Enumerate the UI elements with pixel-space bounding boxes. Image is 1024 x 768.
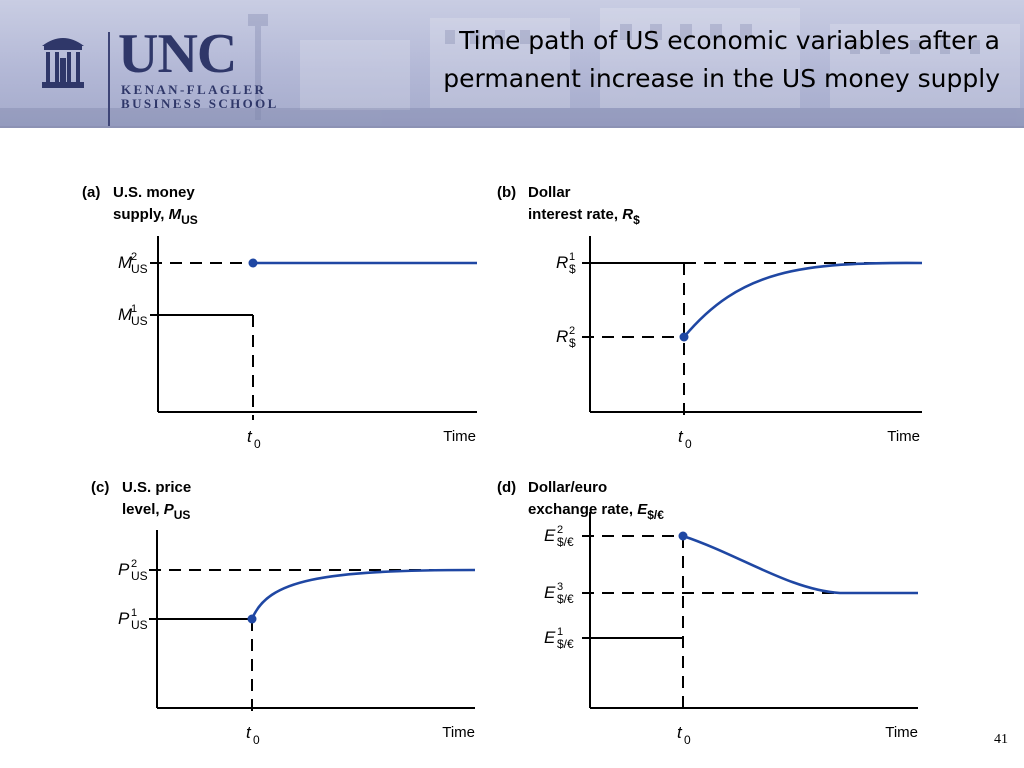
panel-d-x-axis-label: Time	[885, 724, 918, 741]
panel-d-overshoot-point	[678, 531, 688, 541]
panel-a-level-m2-label-sub: US	[131, 262, 148, 276]
panel-b-level-r1-label: R 1$	[556, 251, 576, 276]
panel-b-level-r2-label-sup: 2	[569, 325, 575, 337]
panel-d-level-e1-label-base: E	[544, 628, 556, 647]
panel-a-level-m1-label-sup: 1	[131, 303, 137, 315]
panel-a-level-m2-label-sup: 2	[131, 251, 137, 263]
panel-c-x-axis-label: Time	[442, 724, 475, 741]
old-well-logo-icon	[42, 38, 84, 88]
panel-c-t0-base: t	[246, 723, 252, 742]
panel-d-tag: (d)	[497, 479, 516, 496]
panel-a-tag: (a)	[82, 184, 100, 201]
panel-a-t0-base: t	[247, 427, 253, 446]
panel-b-t0-sub: 0	[685, 437, 692, 451]
unc-logo: UNC KENAN-FLAGLER BUSINESS SCHOOL	[38, 23, 298, 126]
panel-c-level-p1-label-base: P	[118, 609, 130, 628]
panel-c-heading-line1: U.S. price	[122, 479, 191, 496]
panel-c-level-p2-label-sub: US	[131, 569, 148, 583]
slide-title-line1: Time path of US economic variables after…	[459, 26, 1000, 55]
panel-d-t0-sub: 0	[684, 733, 691, 747]
panel-b-level-r1-label-base: R	[556, 253, 568, 272]
panel-b-level-r1-label-sub: $	[569, 262, 576, 276]
panel-d-level-e3-label-base: E	[544, 583, 556, 602]
panel-d-exchange-rate-path	[682, 534, 918, 595]
panel-c-tag: (c)	[91, 479, 109, 496]
panel-b-level-r2-label: R 2$	[556, 325, 576, 350]
banner-bottom-rule	[0, 126, 1024, 128]
panel-d-heading-line2: exchange rate, E$/€	[528, 501, 664, 522]
panel-a-level-m1-label-base: M	[118, 305, 133, 324]
panel-c-level-p2-label-base: P	[118, 560, 130, 579]
panel-a-heading-line2: supply, MUS	[113, 206, 198, 227]
panel-b-heading-line2: interest rate, R$	[528, 206, 640, 227]
panel-b-x-axis-label: Time	[887, 428, 920, 445]
logo-divider	[108, 32, 110, 126]
panel-c-level-p1-label-sub: US	[131, 618, 148, 632]
panel-d-level-e1-label-sub: $/€	[557, 637, 574, 651]
panel-b-rate-path	[683, 261, 923, 338]
panel-a-level-m1-label-sub: US	[131, 314, 148, 328]
panel-a-t0-sub: 0	[254, 437, 261, 451]
panel-d-t0-base: t	[677, 723, 683, 742]
panel-a-heading-line1: U.S. money	[113, 184, 195, 201]
logo-line1: KENAN-FLAGLER	[121, 82, 267, 97]
panel-c-start-point	[247, 614, 257, 624]
panel-d-level-e3-label-sub: $/€	[557, 592, 574, 606]
panel-d-level-e3-label-sup: 3	[557, 581, 563, 593]
panel-b-t0-base: t	[678, 427, 684, 446]
slide-number: 41	[994, 732, 1008, 747]
logo-unc-text: UNC	[118, 23, 237, 85]
panel-d-level-e2-label: E 2$/€	[544, 524, 574, 549]
panel-d-level-e3-label: E 3$/€	[544, 581, 574, 606]
panel-a-x-axis-label: Time	[443, 428, 476, 445]
panel-c-level-p2-label-sup: 2	[131, 558, 137, 570]
panel-b-level-r1-label-sup: 1	[569, 251, 575, 263]
panel-c-level-p1-label: P 1US	[118, 607, 148, 632]
panel-c-level-p1-label-sup: 1	[131, 607, 137, 619]
panel-d-heading-line1: Dollar/euro	[528, 479, 607, 496]
panel-a-jump-point	[248, 258, 258, 268]
panel-b-tag: (b)	[497, 184, 516, 201]
panel-d-level-e2-label-sup: 2	[557, 524, 563, 536]
panel-d-level-e2-label-base: E	[544, 526, 556, 545]
panel-c-heading-line2: level, PUS	[122, 501, 190, 522]
panel-b-heading-line1: Dollar	[528, 184, 571, 201]
panel-d-level-e2-label-sub: $/€	[557, 535, 574, 549]
panel-b-drop-point	[679, 332, 689, 342]
panel-b-level-r2-label-base: R	[556, 327, 568, 346]
panel-d-level-e1-label-sup: 1	[557, 626, 563, 638]
header-banner: UNC KENAN-FLAGLER BUSINESS SCHOOL Time p…	[0, 0, 1024, 128]
panel-d-level-e1-label: E 1$/€	[544, 626, 574, 651]
panel-c-level-p2-label: P 2US	[118, 558, 148, 583]
panel-c-price-path	[250, 568, 476, 620]
slide-title-line2: permanent increase in the US money suppl…	[443, 64, 1000, 93]
panel-a-level-m2-label-base: M	[118, 253, 133, 272]
logo-line2: BUSINESS SCHOOL	[121, 96, 279, 111]
panel-b-level-r2-label-sub: $	[569, 336, 576, 350]
campus-backdrop-image	[0, 8, 1024, 126]
slide-title: Time path of US economic variables after…	[300, 22, 1000, 98]
panel-c-t0-sub: 0	[253, 733, 260, 747]
